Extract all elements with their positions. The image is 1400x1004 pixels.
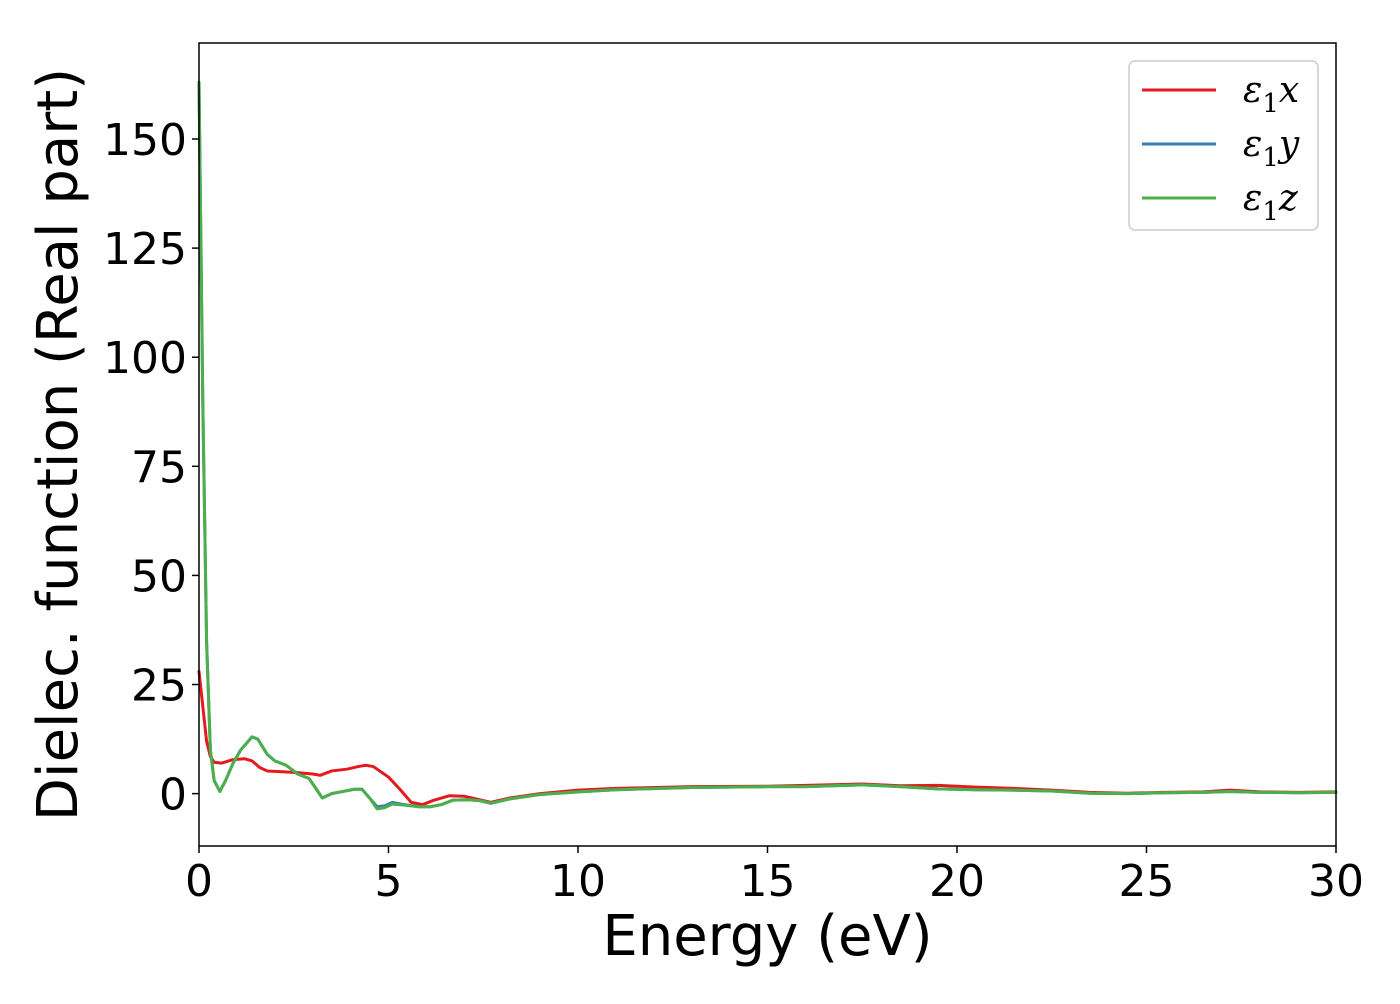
x-tick-label: 15 [740, 856, 796, 907]
x-tick-label: 25 [1119, 856, 1175, 907]
y-tick-label: 25 [131, 661, 187, 712]
series-layer [197, 80, 1338, 811]
legend-symbol: ε [1243, 70, 1262, 111]
legend-label-x: ε1x [1243, 70, 1299, 119]
x-tick-label: 10 [550, 856, 606, 907]
legend-component: z [1278, 178, 1299, 219]
series-line-z [197, 80, 1338, 811]
legend-label-y: ε1y [1243, 124, 1300, 173]
y-tick-label: 150 [103, 115, 187, 166]
y-axis-title: Dielec. function (Real part) [26, 68, 91, 821]
x-axis-ticks: 0 5 10 15 20 25 30 [185, 846, 1364, 907]
y-tick-label: 50 [131, 551, 187, 602]
legend-component: y [1277, 124, 1300, 165]
x-tick-label: 20 [929, 856, 985, 907]
legend-subscript: 1 [1262, 197, 1279, 227]
y-axis-ticks: 0 25 50 75 100 125 150 [103, 115, 199, 821]
legend-component: x [1279, 70, 1299, 111]
y-tick-label: 75 [131, 442, 187, 493]
y-tick-label: 100 [103, 333, 187, 384]
legend-subscript: 1 [1262, 143, 1279, 173]
y-tick-label: 0 [159, 770, 187, 821]
legend-symbol: ε [1243, 124, 1262, 165]
x-tick-label: 30 [1308, 856, 1364, 907]
x-tick-label: 5 [375, 856, 403, 907]
x-tick-label: 0 [185, 856, 213, 907]
x-axis-title: Energy (eV) [602, 904, 932, 969]
y-tick-label: 125 [103, 224, 187, 275]
legend-label-z: ε1z [1243, 178, 1299, 227]
legend-symbol: ε [1243, 178, 1262, 219]
legend-box [1128, 60, 1319, 231]
legend-subscript: 1 [1262, 89, 1279, 119]
